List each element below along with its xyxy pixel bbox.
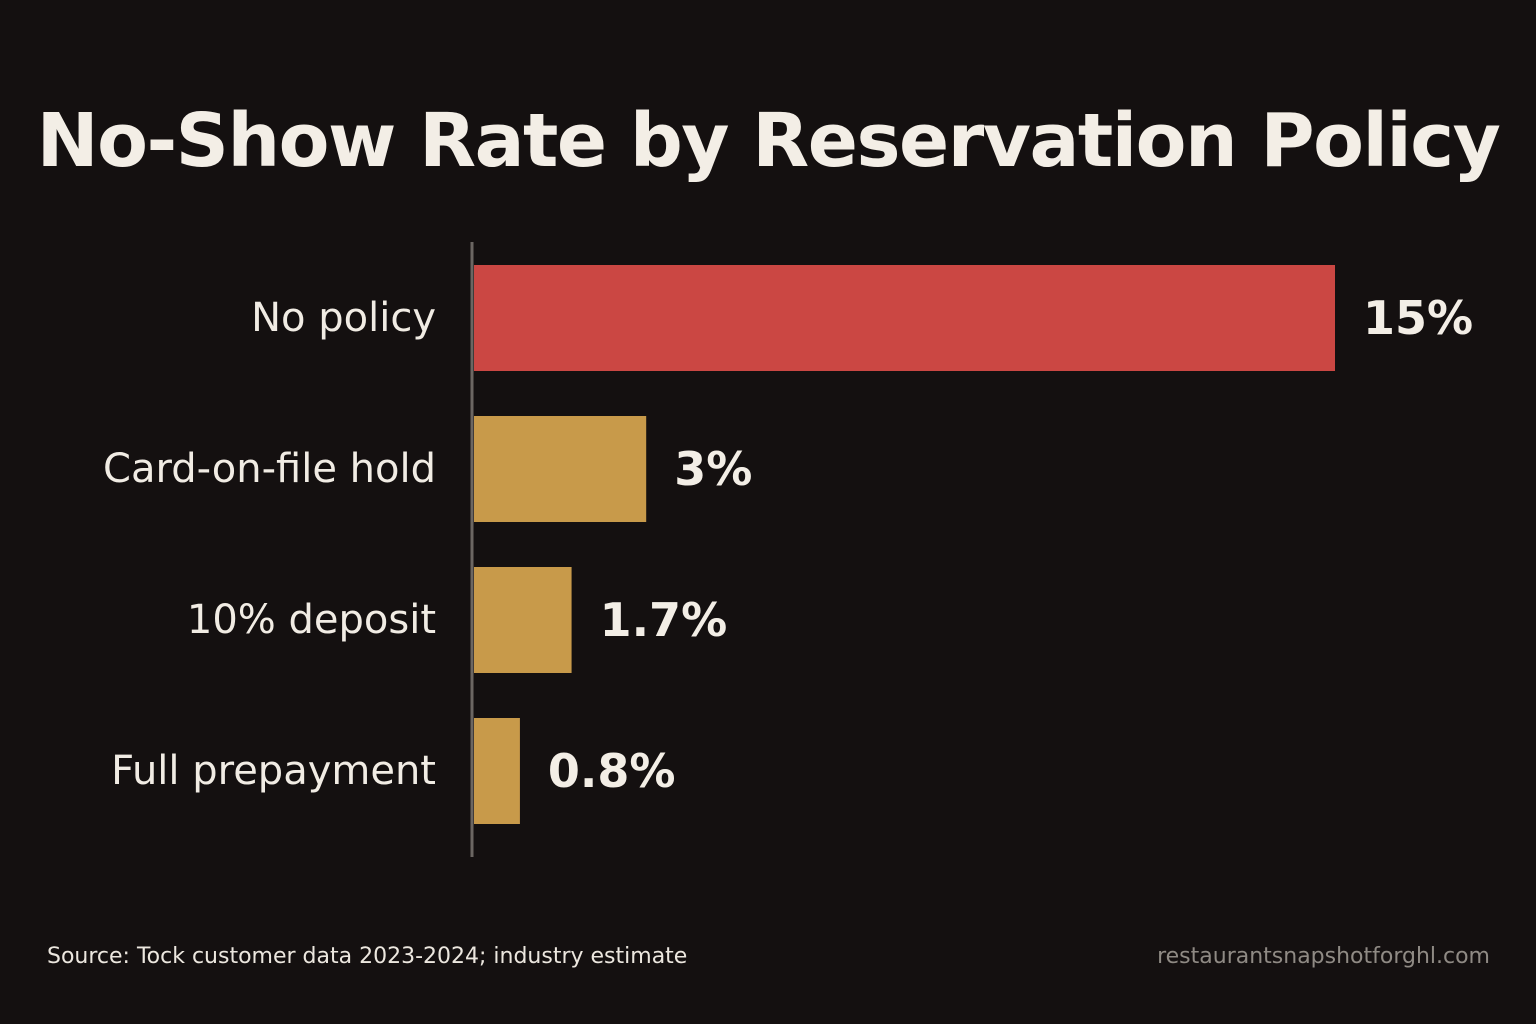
chart-title: No-Show Rate by Reservation Policy <box>36 98 1501 184</box>
bar-3 <box>474 718 520 824</box>
category-label: Full prepayment <box>111 748 436 794</box>
value-label: 3% <box>674 442 752 496</box>
value-label: 0.8% <box>548 744 676 798</box>
category-label: No policy <box>251 295 436 341</box>
bar-0 <box>474 265 1335 371</box>
category-label: Card-on-file hold <box>103 446 436 492</box>
value-label: 1.7% <box>600 593 728 647</box>
value-label: 15% <box>1363 291 1473 345</box>
source-note: Source: Tock customer data 2023-2024; in… <box>47 944 688 969</box>
bar-2 <box>474 567 572 673</box>
category-label: 10% deposit <box>187 597 436 643</box>
site-url: restaurantsnapshotforghl.com <box>1157 944 1490 969</box>
bars-layer: No policy 15% Card-on-file hold 3% 10% depos… <box>103 265 1473 824</box>
bar-1 <box>474 416 647 522</box>
